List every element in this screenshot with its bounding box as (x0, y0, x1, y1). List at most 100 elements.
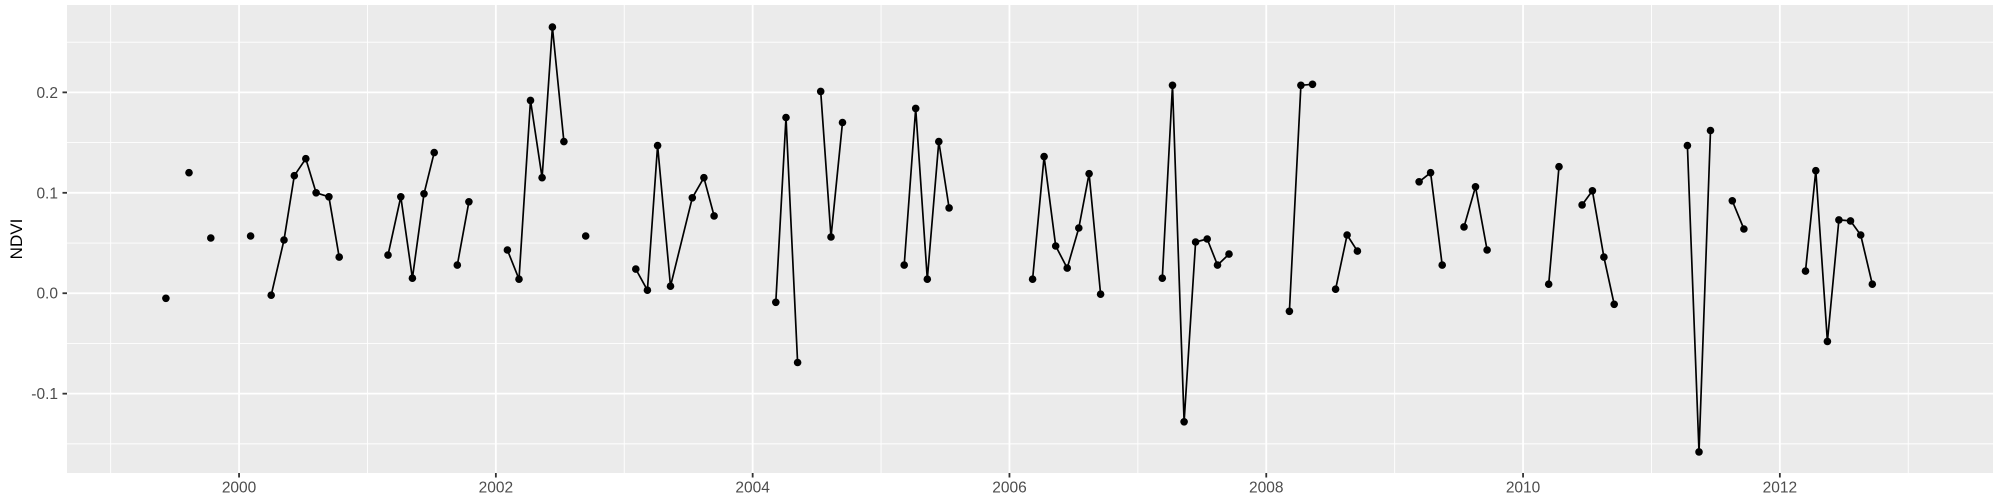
data-point (700, 173, 708, 182)
data-point (1415, 178, 1423, 186)
data-point (560, 137, 568, 146)
data-point (503, 246, 512, 254)
data-point (1544, 280, 1553, 289)
data-point (838, 118, 847, 127)
y-tick-label: -0.1 (31, 386, 58, 403)
data-point (772, 298, 780, 307)
data-point (162, 294, 170, 303)
data-point (1343, 231, 1351, 239)
data-point (397, 193, 405, 201)
data-point (1191, 238, 1200, 246)
x-tick-label: 2004 (735, 480, 770, 497)
data-point (1085, 169, 1093, 178)
data-point (538, 173, 546, 182)
data-point (1213, 261, 1222, 269)
x-tick-label: 2006 (992, 480, 1026, 497)
data-line (456, 200, 470, 266)
data-point (581, 232, 590, 240)
data-point (1683, 141, 1692, 150)
data-point (1695, 448, 1703, 456)
data-point (1096, 290, 1105, 299)
data-point (816, 87, 825, 96)
data-point (1075, 224, 1083, 232)
data-point (1823, 337, 1832, 346)
data-point (1728, 197, 1737, 205)
data-point (1740, 225, 1748, 233)
data-line (1581, 189, 1616, 306)
data-point (312, 189, 320, 197)
data-point (1225, 250, 1233, 258)
data-point (1588, 187, 1597, 195)
data-line (506, 26, 565, 281)
data-point (911, 104, 920, 113)
data-point (1706, 126, 1715, 135)
data-point (1610, 300, 1618, 309)
data-point (1426, 168, 1435, 177)
data-point (207, 234, 215, 242)
data-point (1812, 166, 1820, 175)
data-point (1835, 216, 1843, 224)
data-point (1203, 235, 1211, 243)
data-line (1731, 199, 1745, 230)
data-point (1168, 81, 1177, 90)
data-point (420, 190, 428, 198)
data-point (945, 204, 953, 212)
x-tick-label: 2010 (1506, 480, 1541, 497)
x-tick-label: 2008 (1249, 480, 1283, 497)
data-point (280, 236, 288, 244)
data-point (1028, 275, 1037, 284)
data-point (1600, 253, 1608, 261)
data-point (935, 137, 943, 146)
data-point (430, 148, 439, 157)
data-point (1051, 242, 1060, 250)
y-axis-title: NDVI (7, 219, 26, 260)
data-point (290, 171, 299, 180)
data-point (1063, 264, 1071, 272)
data-point (827, 233, 835, 241)
chart-layers: 2000 2002 2004 2006 2008 2010 2012 0.2 0.1 0.0 -0.… (31, 5, 1993, 497)
data-point (1285, 307, 1294, 316)
data-point (1801, 267, 1810, 275)
data-point (710, 212, 718, 220)
data-point (515, 275, 523, 284)
data-point (408, 274, 417, 283)
data-point (335, 253, 344, 261)
plot-panel (67, 5, 1993, 473)
data-point (688, 194, 697, 202)
data-point (384, 251, 392, 259)
data-point (1331, 285, 1340, 294)
data-point (1297, 81, 1305, 90)
data-point (666, 282, 675, 291)
data-point (923, 275, 932, 284)
data-point (782, 113, 790, 122)
data-point (1856, 231, 1865, 239)
data-point (526, 96, 535, 105)
data-point (643, 286, 652, 295)
data-point (900, 261, 908, 269)
y-tick-label: 0.2 (36, 85, 58, 102)
data-point (793, 358, 802, 367)
data-point (1483, 246, 1491, 254)
data-point (1180, 418, 1188, 426)
data-point (1868, 280, 1877, 289)
data-point (1308, 80, 1317, 89)
data-line (1547, 165, 1560, 286)
data-point (1460, 223, 1468, 231)
data-point (1040, 152, 1048, 161)
data-point (1438, 261, 1446, 269)
data-point (453, 261, 462, 269)
data-point (1578, 201, 1586, 209)
data-point (325, 193, 333, 201)
data-point (1846, 217, 1855, 225)
data-point (246, 232, 255, 240)
x-tick-label: 2000 (222, 480, 257, 497)
data-point (1471, 183, 1480, 191)
data-point (185, 168, 193, 177)
data-point (1555, 162, 1563, 171)
data-point (1353, 247, 1362, 255)
data-point (465, 198, 473, 206)
data-point (653, 141, 662, 150)
data-point (302, 154, 310, 163)
